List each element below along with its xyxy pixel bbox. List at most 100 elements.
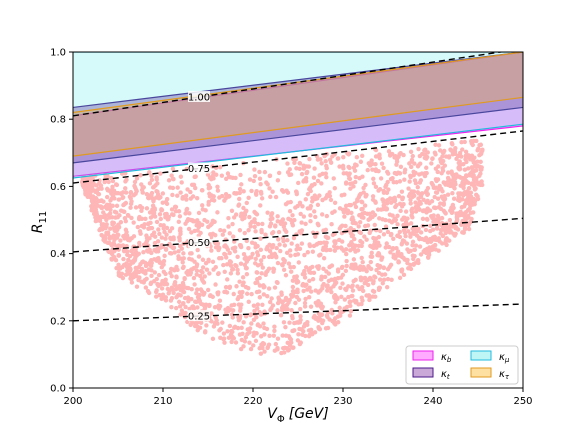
scatter-point [110,193,116,198]
scatter-point [222,269,227,274]
scatter-point [427,201,432,206]
scatter-point [293,300,298,306]
scatter-point [227,250,232,256]
scatter-point [243,335,249,340]
scatter-point [303,221,308,227]
scatter-point [367,211,372,217]
scatter-point [239,211,244,216]
scatter-point [411,231,417,237]
scatter-point [313,234,318,239]
scatter-point [408,197,413,202]
scatter-point [192,323,198,329]
scatter-point [323,171,328,176]
scatter-point [479,179,484,184]
scatter-point [91,197,96,202]
scatter-point [462,139,467,145]
scatter-point [457,159,462,164]
scatter-point [274,279,280,285]
scatter-point [424,170,429,176]
scatter-point [177,214,183,219]
scatter-point [313,214,318,220]
scatter-point [204,267,210,272]
scatter-point [236,318,242,323]
scatter-point [381,232,387,237]
scatter-point [230,246,236,251]
scatter-point [266,286,272,291]
scatter-point [152,240,158,246]
scatter-point [179,256,184,262]
scatter-point [373,184,379,190]
scatter-point [246,195,251,200]
scatter-point [324,284,330,289]
scatter-point [358,159,364,164]
scatter-point [248,224,253,229]
scatter-point [139,205,145,211]
scatter-point [289,269,294,274]
scatter-point [225,277,230,282]
scatter-point [235,271,241,276]
scatter-point [433,185,439,190]
scatter-point [321,256,327,261]
scatter-point [443,236,449,242]
x-axis-label: VΦ [GeV] [267,406,328,425]
scatter-point [291,235,297,241]
legend-entry-kappa-tau: κτ [470,367,510,381]
scatter-point [370,167,375,172]
scatter-point [110,188,116,194]
scatter-point [407,179,412,184]
scatter-point [258,203,263,208]
scatter-point [190,194,196,199]
scatter-point [423,227,429,233]
scatter-point [202,217,207,223]
scatter-point [413,181,419,186]
scatter-point [354,163,359,168]
contour-line [73,130,523,184]
scatter-point [173,208,179,214]
scatter-point [170,287,175,292]
scatter-point [401,202,406,207]
scatter-point [153,289,159,295]
scatter-point [348,308,354,314]
scatter-point [235,296,240,302]
svg-text:κb: κb [441,352,452,364]
scatter-point [401,152,406,158]
scatter-point [87,190,92,195]
scatter-point [422,152,428,157]
legend-label-kappa-b: κ [441,352,447,363]
scatter-point [303,175,309,181]
scatter-point [160,278,165,284]
scatter-point [347,313,353,318]
scatter-point [95,191,101,197]
scatter-point [194,196,200,201]
scatter-point [260,341,266,346]
scatter-point [431,219,436,224]
scatter-point [314,242,319,247]
scatter-point [418,194,424,199]
scatter-point [179,180,184,185]
scatter-point [395,213,400,218]
scatter-point [350,293,355,299]
scatter-point [267,333,272,338]
scatter-point [341,154,346,160]
scatter-point [251,303,257,308]
scatter-point [242,230,247,236]
scatter-point [392,197,398,203]
scatter-point [260,221,265,227]
scatter-point [177,304,183,309]
scatter-point [324,313,330,318]
scatter-point [311,315,316,320]
scatter-point [466,166,471,171]
scatter-point [347,165,352,171]
scatter-point [159,243,164,248]
scatter-point [373,168,379,174]
scatter-point [397,275,403,281]
legend-sub-kappa-t: t [447,373,450,381]
scatter-point [385,229,391,235]
scatter-point [329,289,334,295]
scatter-point [255,280,260,285]
scatter-point [194,290,199,296]
scatter-point [326,278,332,284]
scatter-point [176,219,182,224]
scatter-point [308,304,314,309]
scatter-point [143,216,148,221]
